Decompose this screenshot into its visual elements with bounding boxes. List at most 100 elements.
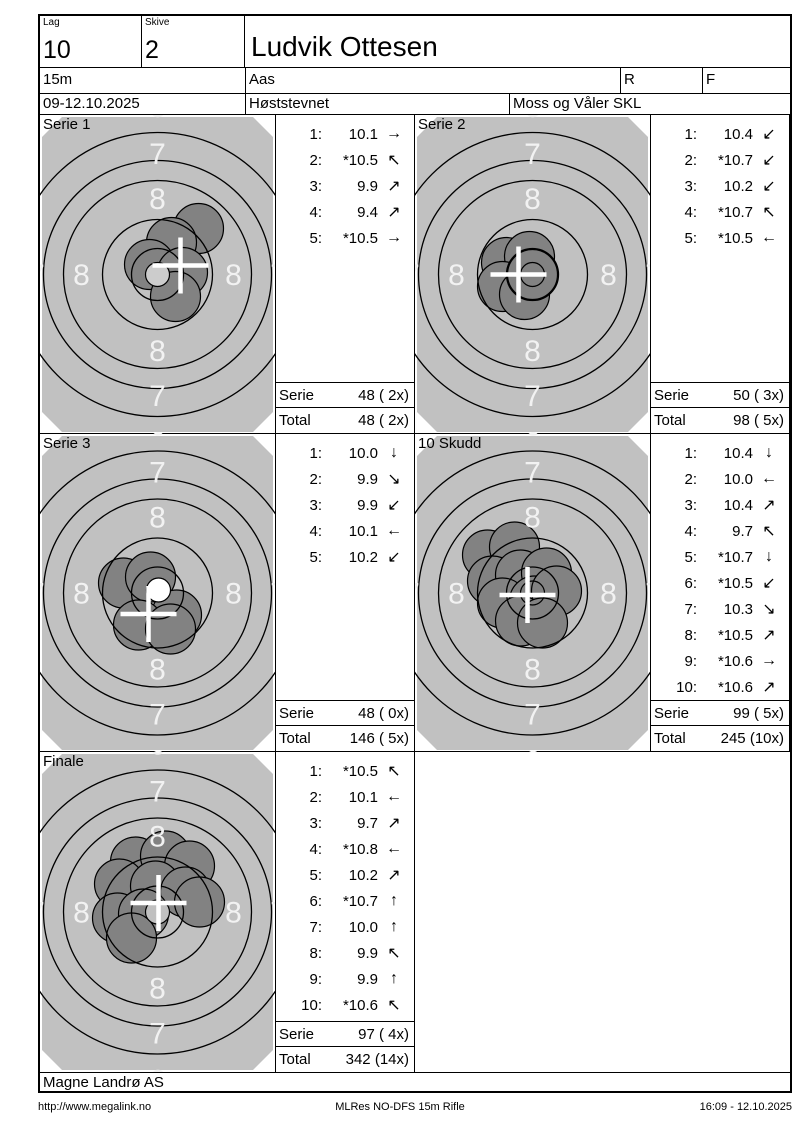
shot-value: *10.7 — [717, 548, 753, 566]
shot-direction-arrow: ↙ — [762, 575, 776, 592]
target-serie-3: 666677778888 — [40, 434, 275, 752]
shot-row: 8: *10.5 ↗ — [651, 622, 789, 648]
ring-value-label: 6 — [149, 746, 166, 753]
ring-value-label: 7 — [149, 457, 166, 490]
shot-value: *10.7 — [342, 892, 378, 910]
lag-cell: Lag 10 — [40, 16, 142, 68]
total-sum-label: Total — [654, 730, 686, 747]
target-ring — [40, 769, 275, 1055]
shot-row: 3: 10.4 ↗ — [651, 492, 789, 518]
target-ring — [40, 131, 275, 418]
skive-value: 2 — [145, 36, 159, 64]
shot-value: 9.9 — [357, 944, 378, 962]
shot-row: 2: *10.5 ↖ — [276, 147, 414, 173]
shot-list: 1: 10.4 ↓ 2: 10.0 ← 3: 10.4 ↗ 4: 9.7 ↖ 5: *10.7 ↓ 6: *10… — [651, 434, 789, 700]
vendor-cell: Magne Landrø AS — [40, 1072, 790, 1091]
shot-value: 10.3 — [723, 600, 753, 618]
shot-number: 7: — [684, 600, 697, 618]
shot-number: 2: — [684, 470, 697, 488]
ring-value-label: 8 — [448, 259, 465, 292]
shot-number: 1: — [684, 444, 697, 462]
ring-value-label: 6 — [524, 427, 541, 434]
ring-value-label: 8 — [600, 259, 617, 292]
total-sum-value: 98 ( 5x) — [733, 412, 784, 429]
shot-number: 5: — [309, 548, 322, 566]
total-sum-row: Total 245 (10x) — [651, 725, 789, 751]
shot-row: 5: *10.5 → — [276, 225, 414, 251]
total-sum-value: 245 (10x) — [720, 730, 784, 747]
shot-number: 10: — [676, 678, 697, 696]
shot-number: 3: — [309, 814, 322, 832]
shot-row: 3: 9.7 ↗ — [276, 810, 414, 836]
skive-label: Skive — [145, 17, 170, 28]
shot-direction-arrow: ↙ — [387, 497, 401, 514]
ring-value-label: 7 — [645, 259, 650, 292]
ring-value-label: 7 — [40, 578, 45, 611]
target-ring — [437, 179, 628, 370]
ring-value-label: 8 — [225, 259, 242, 292]
shot-row: 3: 10.2 ↙ — [651, 173, 789, 199]
shot-value: 9.4 — [357, 203, 378, 221]
shot-list-serie-2: 1: 10.4 ↙ 2: *10.7 ↙ 3: 10.2 ↙ 4: *10.7 ↖ 5: *10.5 ← S… — [650, 115, 790, 434]
shot-value: *10.6 — [717, 652, 753, 670]
shot-value: *10.7 — [717, 203, 753, 221]
target-panel-serie-1: 666677778888 Serie 1 — [40, 115, 275, 434]
shooter-name: Ludvik Ottesen — [245, 16, 790, 68]
inner-ten-ring — [144, 261, 171, 288]
ring-value-label: 6 — [149, 752, 166, 762]
shot-number: 2: — [684, 151, 697, 169]
shot-row: 5: 10.2 ↙ — [276, 544, 414, 570]
ring-value-label: 6 — [149, 1065, 166, 1073]
shot-value: 10.1 — [348, 522, 378, 540]
ring-value-label: 6 — [149, 434, 166, 443]
shot-value: *10.7 — [717, 151, 753, 169]
shot-value: *10.5 — [717, 626, 753, 644]
target-finale: 666677778888 — [40, 752, 275, 1072]
shot-number: 5: — [684, 229, 697, 247]
target-serie-2: 666677778888 — [415, 115, 650, 434]
total-sum-row: Total 342 (14x) — [276, 1046, 414, 1072]
ring-value-label: 7 — [524, 457, 541, 490]
target-ring — [476, 218, 589, 331]
shot-row: 4: *10.8 ← — [276, 836, 414, 862]
ring-value-label: 7 — [415, 578, 420, 611]
serie-sum-label: Serie — [279, 705, 315, 722]
shot-number: 2: — [309, 151, 322, 169]
target-ring — [101, 856, 214, 968]
ring-value-label: 8 — [225, 578, 242, 611]
ring-value-label: 6 — [149, 115, 166, 124]
shot-number: 1: — [309, 125, 322, 143]
footer-url: http://www.megalink.no — [38, 1101, 152, 1113]
shot-direction-arrow: ↙ — [387, 549, 401, 566]
shot-row: 4: 10.1 ← — [276, 518, 414, 544]
shot-direction-arrow: ← — [386, 840, 402, 857]
shot-number: 2: — [309, 470, 322, 488]
shot-number: 1: — [309, 444, 322, 462]
shot-number: 8: — [684, 626, 697, 644]
target-ring — [42, 159, 273, 390]
ring-value-label: 8 — [73, 897, 90, 930]
shot-number: 1: — [309, 762, 322, 780]
shot-value: 9.7 — [732, 522, 753, 540]
shot-value: *10.5 — [717, 574, 753, 592]
shot-direction-arrow: ↑ — [390, 892, 398, 909]
shot-number: 9: — [309, 970, 322, 988]
target-panel-10-skudd: 666677778888 10 Skudd — [415, 434, 650, 752]
target-ring — [62, 498, 253, 688]
shot-direction-arrow: ↘ — [762, 601, 776, 618]
ring-value-label: 8 — [73, 259, 90, 292]
panel-title: Serie 2 — [418, 116, 466, 133]
target-ring — [42, 797, 273, 1027]
shot-direction-arrow: ↓ — [765, 548, 773, 565]
shot-number: 6: — [309, 892, 322, 910]
r-flag-cell: R — [620, 68, 702, 94]
shot-list: 1: 10.0 ↓ 2: 9.9 ↘ 3: 9.9 ↙ 4: 10.1 ← 5: 10.2 ↙ — [276, 434, 414, 570]
shot-number: 4: — [684, 522, 697, 540]
shot-direction-arrow: ↗ — [387, 815, 401, 832]
serie-sum-row: Serie 99 ( 5x) — [651, 700, 789, 726]
f-flag-cell: F — [702, 68, 790, 94]
ring-value-label: 7 — [270, 897, 275, 930]
ring-value-label: 7 — [645, 578, 650, 611]
shot-row: 7: 10.3 ↘ — [651, 596, 789, 622]
shot-number: 1: — [684, 125, 697, 143]
